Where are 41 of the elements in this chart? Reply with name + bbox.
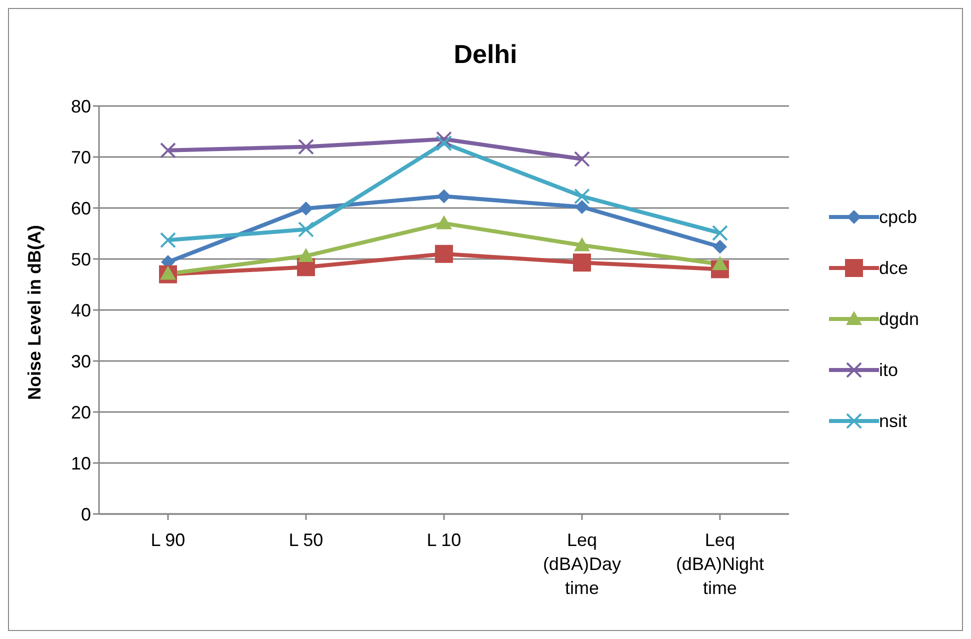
point — [434, 244, 453, 263]
y-tick-label: 0 — [80, 504, 91, 524]
legend-label: dce — [878, 256, 908, 280]
x-tick-label: L 10 — [426, 530, 462, 550]
legend-label: dgdn — [878, 308, 919, 331]
point — [436, 215, 452, 230]
point — [574, 188, 590, 204]
y-tick-label: 80 — [70, 96, 91, 116]
point — [436, 131, 452, 148]
x-tick-label: Leq (dBA)Day time — [542, 530, 621, 598]
point — [574, 237, 590, 252]
point — [298, 138, 314, 155]
y-tick-label: 30 — [70, 351, 91, 372]
x-tick-label: L 50 — [288, 530, 324, 550]
y-tick-label: 50 — [70, 249, 91, 270]
y-tick-label: 60 — [70, 198, 91, 218]
point — [436, 189, 451, 204]
point — [574, 200, 589, 214]
y-tick-label: 70 — [70, 147, 91, 168]
y-tick-label: 20 — [70, 402, 91, 422]
x-tick-label: Leq (dBA)Night time — [676, 530, 764, 598]
y-tick-label: 10 — [70, 453, 91, 474]
legend-label: nsit — [878, 410, 907, 432]
legend-label: cpcb — [878, 206, 917, 229]
point — [298, 248, 314, 262]
point — [298, 202, 313, 216]
y-tick-label: 40 — [70, 300, 91, 320]
point — [574, 151, 590, 168]
point — [436, 135, 452, 152]
legend-label: ito — [878, 358, 898, 382]
point — [572, 254, 591, 272]
point — [160, 232, 176, 248]
x-tick-label: L 90 — [150, 530, 186, 550]
point — [712, 224, 728, 241]
point — [712, 256, 728, 270]
y-axis-title: Noise Level in dB(A) — [24, 224, 44, 400]
chart-title: Delhi — [452, 39, 518, 70]
point — [160, 266, 176, 280]
point — [298, 221, 314, 238]
point — [160, 142, 176, 158]
point — [712, 240, 727, 254]
